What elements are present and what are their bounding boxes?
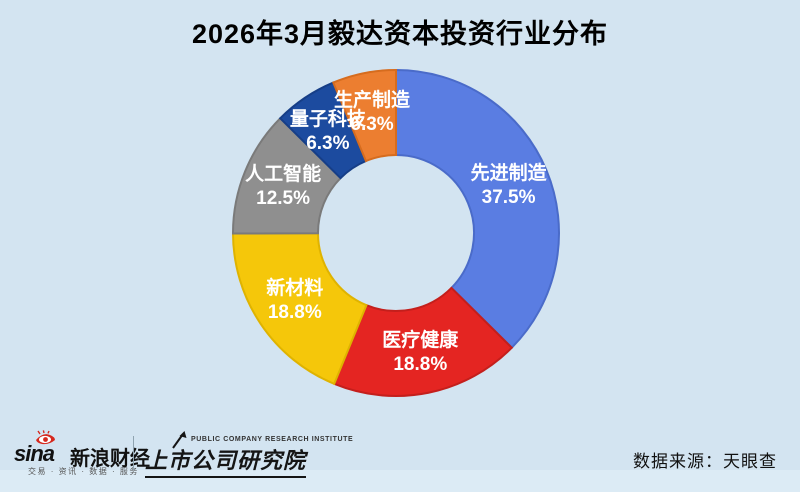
data-source-text: 数据来源：天眼查: [633, 452, 777, 471]
sina-logo: sina 新浪财经 交易 · 资讯 · 数据 · 服务: [12, 430, 162, 476]
pie-slice-2: [332, 286, 514, 397]
footer-separator: [133, 436, 134, 470]
footer: sina 新浪财经 交易 · 资讯 · 数据 · 服务 PUBLIC COMPA…: [0, 428, 800, 478]
sina-wordmark: sina: [14, 441, 55, 466]
bottom-band: [0, 470, 800, 492]
pie-slice-3: [231, 232, 368, 386]
page-title: 2026年3月毅达资本投资行业分布: [191, 19, 609, 49]
arrow-up-icon: [172, 431, 187, 449]
institute-name: 上市公司研究院: [145, 443, 307, 478]
institute-subtitle: PUBLIC COMPANY RESEARCH INSTITUTE: [191, 436, 354, 443]
pie-slice-6: [331, 68, 397, 163]
institute-logo: PUBLIC COMPANY RESEARCH INSTITUTE 上市公司研究…: [143, 430, 363, 478]
sina-brand-name: 新浪财经: [70, 448, 150, 470]
pie-svg: [231, 68, 560, 397]
pie-slice-1: [395, 68, 560, 350]
donut-chart: 先进制造 37.5% 医疗健康 18.8% 新材料 18.8% 人工智能 12.5% 量子科技 6…: [231, 68, 560, 397]
sina-eye-icon: [36, 430, 55, 445]
sina-tagline: 交易 · 资讯 · 数据 · 服务: [28, 467, 139, 476]
